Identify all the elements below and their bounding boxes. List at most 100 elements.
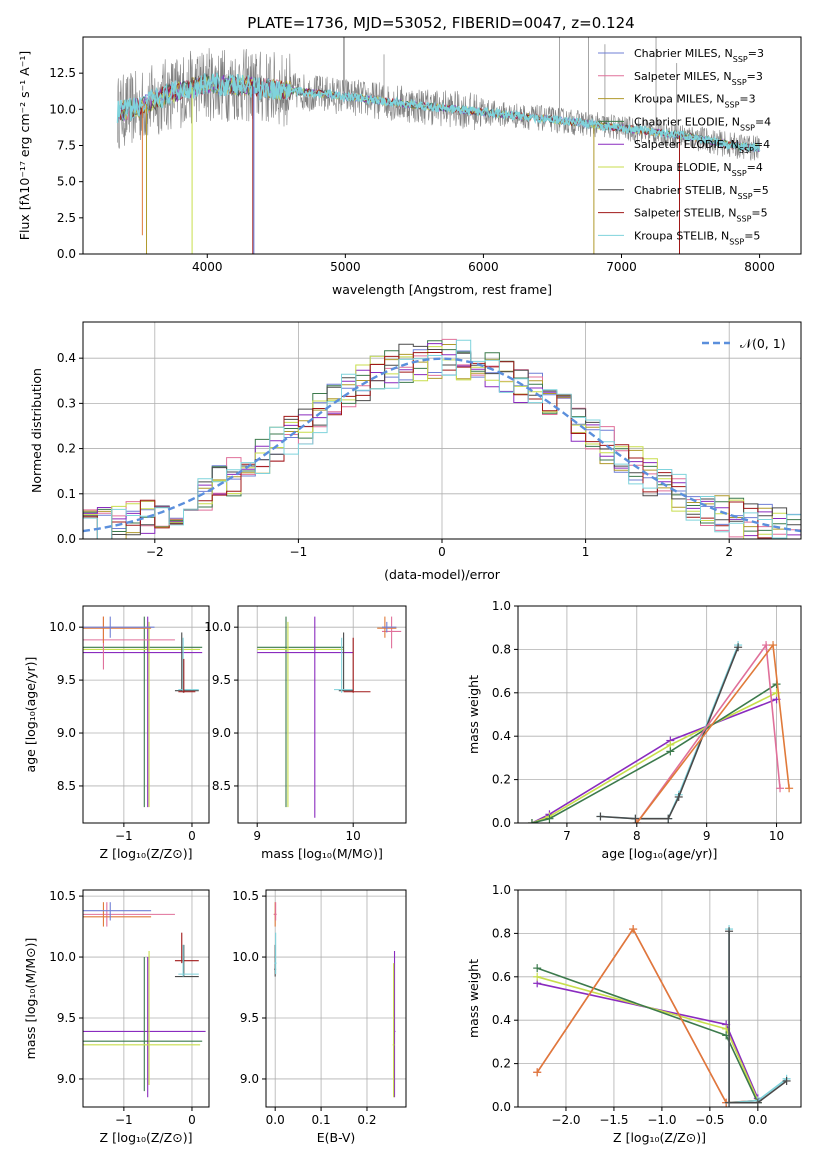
y-tick-label: 0.4	[492, 1013, 511, 1027]
x-axis-label: wavelength [Angstrom, rest frame]	[332, 282, 552, 297]
model-spectrum-top	[116, 72, 761, 153]
axes-frame	[82, 889, 210, 1108]
histogram-plot	[83, 338, 801, 539]
clip-agemass-markers	[257, 616, 402, 818]
axes-frame	[517, 889, 802, 1108]
spectrum-legend: Chabrier MILES, NSSP=3 Salpeter MILES, NS…	[598, 47, 771, 246]
axes-frame	[82, 36, 802, 255]
y-tick-label: 0.1	[57, 487, 76, 501]
clip-massz-markers	[83, 902, 206, 1098]
x-tick-label: −2.0	[551, 1113, 580, 1127]
y-tick-label: 9.0	[240, 1072, 259, 1086]
x-tick-label: 2	[725, 545, 733, 559]
x-tick-label: 8	[633, 829, 641, 843]
legend-subscript: SSP	[724, 100, 739, 109]
series-line-salpeter_elodie	[531, 698, 777, 823]
legend-tail: =4	[754, 138, 770, 151]
y-tick-label: 1.0	[492, 883, 511, 897]
y-tick-label: 10.5	[49, 889, 76, 903]
spectrum-axes: 4000 5000 6000 7000 8000 0.0 2.5 5.0 7.5 10.0 12.5…	[17, 36, 802, 297]
x-tick-label: −1	[290, 545, 308, 559]
legend-entry: Chabrier STELIB, NSSP=5	[634, 184, 769, 201]
series-line-chabrier_elodie	[531, 683, 777, 823]
legend-subscript: SSP	[732, 169, 747, 178]
legend-subscript: SSP	[733, 55, 748, 64]
x-axis-label: age [log₁₀(age/yr)]	[602, 846, 718, 861]
age_vs_Z-axes: −1 0 8.5 9.0 9.5 10.0 Z [log₁₀(Z/Z⊙)] age [log₁…	[23, 605, 210, 861]
x-axis-label: Z [log₁₀(Z/Z⊙)]	[100, 846, 193, 861]
histogram-kroupa_stelib	[83, 339, 801, 539]
y-tick-label: 1.0	[492, 599, 511, 613]
legend-tail: =5	[744, 229, 760, 242]
y-axis-label: mass weight	[466, 959, 481, 1038]
y-tick-label: 0.3	[57, 396, 76, 410]
axes-frame	[265, 889, 407, 1108]
y-tick-label: 0.0	[57, 532, 76, 546]
y-tick-label: 2.5	[57, 211, 76, 225]
legend-tail: =3	[748, 47, 764, 60]
y-axis-label: Flux [fλ10⁻¹⁷ erg cm⁻² s⁻¹ A⁻¹]	[17, 51, 32, 240]
x-tick-label: 0.0	[748, 1113, 767, 1127]
legend-tail: =3	[747, 70, 763, 83]
legend-entry: Salpeter STELIB, NSSP=5	[634, 207, 768, 224]
y-axis-label: mass weight	[466, 675, 481, 754]
legend-entry: Salpeter ELODIE, NSSP=4	[634, 138, 770, 155]
series-line-chabrier_stelib	[728, 931, 788, 1104]
legend-subscript: SSP	[729, 237, 744, 246]
x-tick-label: −0.5	[695, 1113, 724, 1127]
y-tick-label: 0.6	[492, 686, 511, 700]
y-axis-label: Normed distribution	[29, 368, 44, 493]
x-tick-label: 0.2	[357, 1113, 376, 1127]
y-tick-label: 0.8	[492, 642, 511, 656]
legend-subscript: SSP	[740, 123, 755, 132]
x-tick-label: 1	[582, 545, 590, 559]
y-tick-label: 0.6	[492, 970, 511, 984]
y-tick-label: 0.0	[492, 816, 511, 830]
x-tick-label: 5000	[330, 260, 361, 274]
y-tick-label: 9.5	[57, 673, 76, 687]
x-tick-label: −1	[115, 1113, 133, 1127]
y-tick-label: 0.2	[492, 1057, 511, 1071]
mass_vs_Z-axes: −1 0 9.0 9.5 10.0 10.5 Z [log₁₀(Z/Z⊙)] mass [lo…	[23, 889, 210, 1145]
axes-frame	[517, 605, 802, 824]
x-tick-label: 0	[188, 1113, 196, 1127]
x-axis-label: Z [log₁₀(Z/Z⊙)]	[613, 1130, 706, 1145]
legend-subscript: SSP	[738, 191, 753, 200]
x-tick-label: 0.1	[312, 1113, 331, 1127]
legend-tail: =4	[755, 115, 771, 128]
x-tick-label: 10	[769, 829, 784, 843]
x-tick-label: −1.0	[647, 1113, 676, 1127]
axes-frame	[82, 321, 802, 540]
x-tick-label: 8000	[744, 260, 775, 274]
x-axis-label: E(B-V)	[317, 1130, 356, 1145]
legend-subscript: SSP	[739, 146, 754, 155]
x-tick-label: 6000	[468, 260, 499, 274]
clip-agez-markers	[83, 616, 203, 808]
x-tick-label: 0	[438, 545, 446, 559]
spectrum-plot	[116, 37, 761, 254]
legend-subscript: SSP	[736, 214, 751, 223]
mass_vs_EBV-axes: 0.0 0.1 0.2 9.0 9.5 10.0 10.5 E(B-V)	[232, 889, 407, 1145]
y-tick-label: 10.0	[49, 102, 76, 116]
legend-entry: Salpeter MILES, NSSP=3	[634, 70, 763, 87]
x-tick-label: 7	[563, 829, 571, 843]
figure-title: PLATE=1736, MJD=53052, FIBERID=0047, z=0…	[247, 14, 634, 32]
y-tick-label: 0.0	[57, 247, 76, 261]
y-tick-label: 8.5	[57, 779, 76, 793]
y-tick-label: 7.5	[57, 139, 76, 153]
x-tick-label: −1.5	[599, 1113, 628, 1127]
y-tick-label: 8.5	[212, 779, 231, 793]
legend-tail: =5	[753, 184, 769, 197]
legend-tail: =4	[747, 161, 763, 174]
legend-entry: Chabrier ELODIE, NSSP=4	[634, 115, 771, 131]
y-tick-label: 0.2	[57, 442, 76, 456]
legend-entry: Chabrier MILES, NSSP=3	[634, 47, 764, 64]
x-tick-label: 4000	[192, 260, 223, 274]
series-line-kroupa_elodie	[531, 692, 777, 823]
weight_vs_Z-axes: −2.0 −1.5 −1.0 −0.5 0.0 0.0 0.2 0.4 0.6 0.8 1.0 Z […	[466, 883, 802, 1145]
axes-frame	[237, 605, 407, 824]
clip-wz-lines	[533, 925, 791, 1107]
y-tick-label: 5.0	[57, 175, 76, 189]
y-tick-label: 9.5	[240, 1011, 259, 1025]
